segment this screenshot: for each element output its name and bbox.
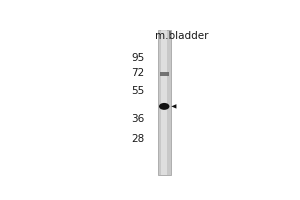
Bar [161,30,167,175]
Text: 95: 95 [131,53,145,63]
Ellipse shape [159,103,169,110]
Bar [160,72,169,76]
Text: 55: 55 [131,86,145,96]
Text: m.bladder: m.bladder [155,31,208,41]
Text: 72: 72 [131,68,145,78]
Polygon shape [171,104,176,109]
Text: 28: 28 [131,134,145,144]
Bar [158,30,171,175]
Text: 36: 36 [131,114,145,124]
